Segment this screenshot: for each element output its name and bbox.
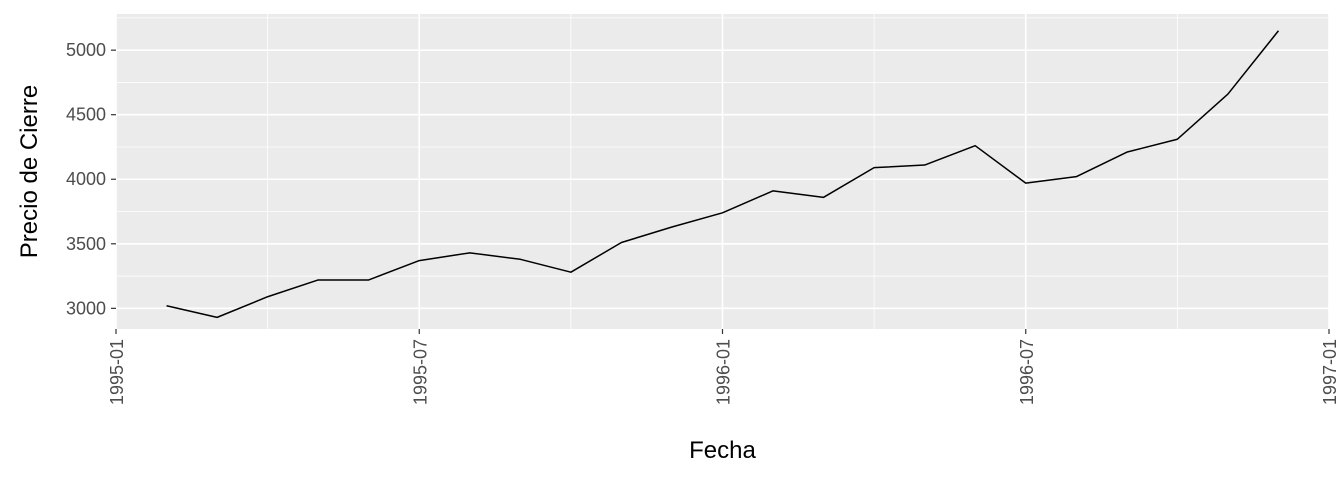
x-tick-label: 1996-01	[714, 339, 734, 405]
x-tick-label: 1996-07	[1017, 339, 1037, 405]
y-axis: 3000 3500 4000 4500 5000	[66, 40, 116, 318]
x-tick-label: 1995-07	[410, 339, 430, 405]
major-gridlines	[115, 14, 1330, 329]
y-tick-label: 4500	[66, 105, 106, 125]
series-line	[166, 30, 1280, 319]
x-axis: 1995-01 1995-07 1996-01 1996-07 1997-01	[107, 329, 1340, 405]
x-tick-label: 1995-01	[107, 339, 127, 405]
x-tick-label: 1997-01	[1320, 339, 1340, 405]
y-tick-label: 5000	[66, 40, 106, 60]
series-group	[166, 30, 1280, 319]
y-axis-title: Precio de Cierre	[16, 85, 43, 258]
x-axis-title: Fecha	[689, 437, 756, 464]
y-tick-label: 4000	[66, 169, 106, 189]
y-tick-label: 3000	[66, 298, 106, 318]
y-tick-label: 3500	[66, 234, 106, 254]
